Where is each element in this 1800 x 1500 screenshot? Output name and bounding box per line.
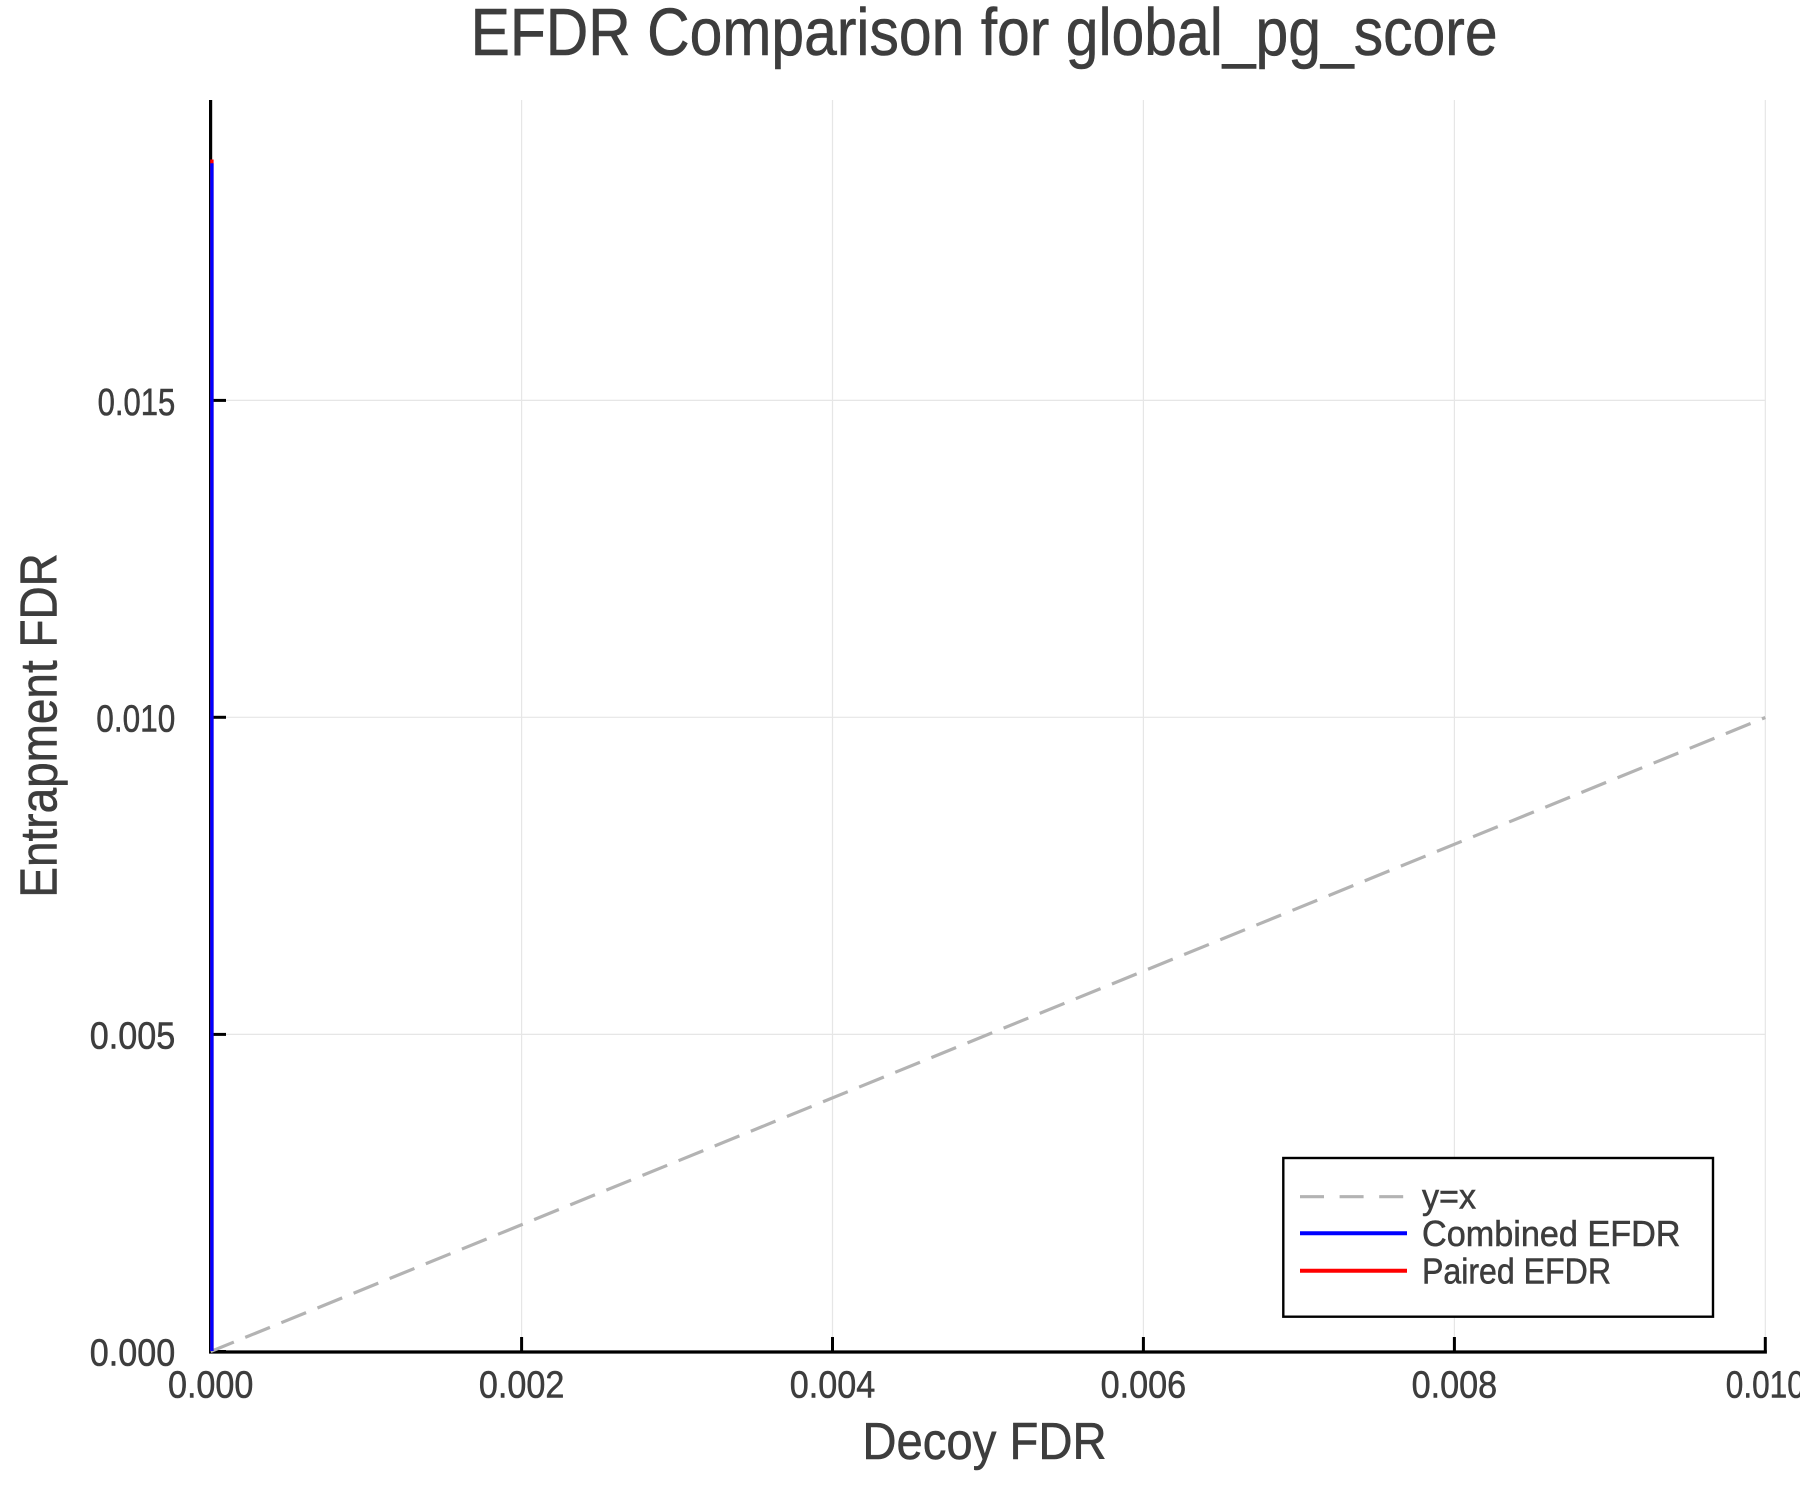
svg-text:0.004: 0.004 xyxy=(790,1365,876,1407)
svg-text:Combined EFDR: Combined EFDR xyxy=(1422,1213,1681,1254)
svg-text:0.015: 0.015 xyxy=(98,382,176,424)
svg-text:0.010: 0.010 xyxy=(1726,1365,1800,1407)
svg-text:0.000: 0.000 xyxy=(90,1333,176,1375)
svg-text:0.006: 0.006 xyxy=(1101,1365,1187,1407)
svg-text:EFDR Comparison for global_pg_: EFDR Comparison for global_pg_score xyxy=(471,0,1498,70)
svg-text:0.000: 0.000 xyxy=(168,1365,254,1407)
svg-text:0.005: 0.005 xyxy=(90,1016,176,1058)
svg-text:Decoy FDR: Decoy FDR xyxy=(862,1413,1106,1471)
svg-text:0.008: 0.008 xyxy=(1412,1365,1498,1407)
svg-text:0.010: 0.010 xyxy=(96,699,175,741)
svg-text:Paired EFDR: Paired EFDR xyxy=(1422,1250,1611,1291)
svg-text:0.002: 0.002 xyxy=(479,1365,565,1407)
svg-text:Entrapment FDR: Entrapment FDR xyxy=(10,553,68,897)
svg-text:y=x: y=x xyxy=(1422,1177,1476,1216)
